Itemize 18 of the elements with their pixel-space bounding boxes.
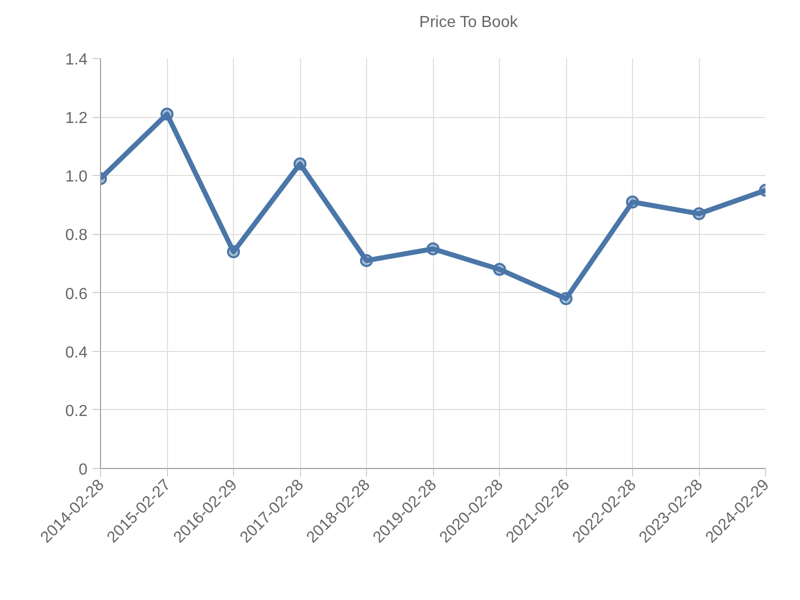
y-tick-label: 0.8	[65, 227, 88, 244]
point	[626, 196, 639, 208]
point	[294, 157, 306, 170]
y-tick-label: 1.4	[65, 52, 88, 68]
y-tick-label: 0.2	[65, 402, 88, 420]
point	[692, 207, 706, 220]
y-tick-label: 0.6	[65, 286, 88, 303]
point	[560, 292, 572, 306]
point	[426, 242, 440, 256]
point	[360, 254, 373, 268]
text: Price To Book	[419, 14, 518, 32]
point	[160, 108, 174, 121]
y-tick-label: 0	[78, 462, 88, 478]
y-tick-label: 1.0	[65, 168, 88, 186]
point	[493, 262, 506, 276]
y-tick-label: 1.2	[65, 110, 88, 128]
point	[227, 245, 240, 258]
y-tick-label: 0.4	[65, 344, 88, 362]
